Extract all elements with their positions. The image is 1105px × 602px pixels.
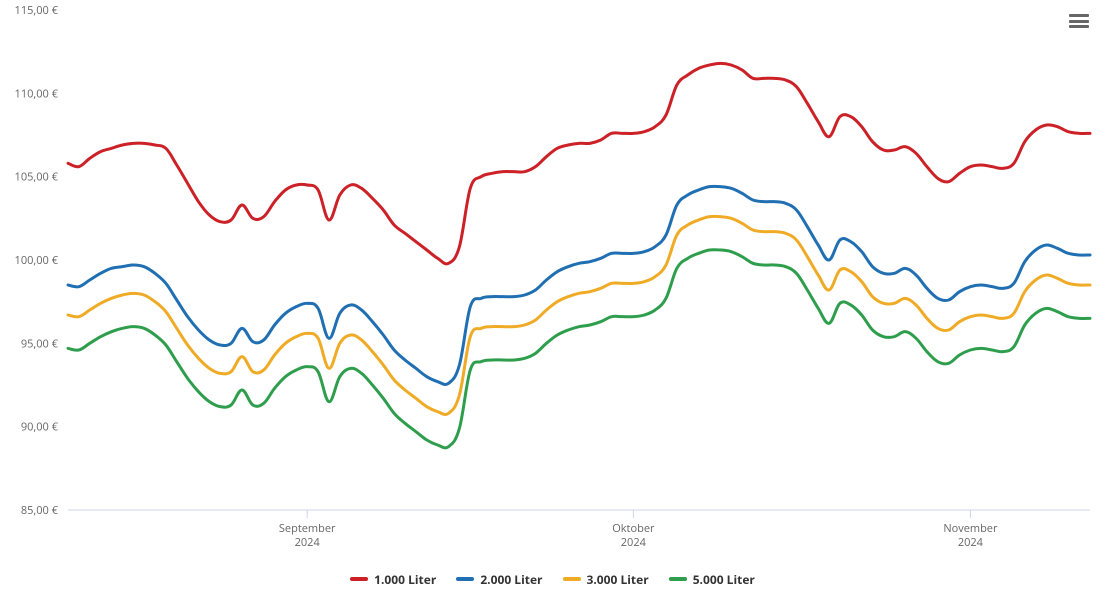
legend-item-2-000-liter[interactable]: 2.000 Liter bbox=[456, 571, 542, 588]
series-line-1-000-liter bbox=[68, 63, 1090, 264]
y-tick-label: 105,00 € bbox=[15, 170, 59, 185]
y-tick-label: 95,00 € bbox=[21, 336, 59, 351]
y-tick-label: 115,00 € bbox=[15, 3, 59, 18]
legend-swatch bbox=[456, 577, 474, 581]
legend-label: 2.000 Liter bbox=[480, 571, 542, 588]
x-tick-label-month: September bbox=[279, 521, 336, 536]
y-tick-label: 100,00 € bbox=[15, 253, 59, 268]
y-tick-label: 110,00 € bbox=[15, 86, 59, 101]
x-tick-label-year: 2024 bbox=[295, 535, 321, 550]
x-tick-label-year: 2024 bbox=[958, 535, 984, 550]
chart-legend: 1.000 Liter 2.000 Liter 3.000 Liter 5.000 L… bbox=[0, 568, 1105, 588]
series-line-3-000-liter bbox=[68, 216, 1090, 414]
series-line-5-000-liter bbox=[68, 250, 1090, 448]
price-chart: 85,00 € 90,00 € 95,00 € 100,00 € 105,00 € 110… bbox=[0, 0, 1105, 602]
legend-item-5-000-liter[interactable]: 5.000 Liter bbox=[669, 571, 755, 588]
x-tick-label-month: Oktober bbox=[612, 521, 655, 536]
chart-svg: 85,00 € 90,00 € 95,00 € 100,00 € 105,00 € 110… bbox=[0, 0, 1105, 602]
legend-label: 3.000 Liter bbox=[587, 571, 649, 588]
legend-label: 1.000 Liter bbox=[374, 571, 436, 588]
legend-swatch bbox=[669, 577, 687, 581]
legend-swatch bbox=[350, 577, 368, 581]
x-tick-label-month: November bbox=[943, 521, 998, 536]
legend-swatch bbox=[563, 577, 581, 581]
legend-item-1-000-liter[interactable]: 1.000 Liter bbox=[350, 571, 436, 588]
legend-label: 5.000 Liter bbox=[693, 571, 755, 588]
y-tick-label: 85,00 € bbox=[21, 503, 59, 518]
x-tick-label-year: 2024 bbox=[621, 535, 647, 550]
series-line-2-000-liter bbox=[68, 186, 1090, 384]
chart-menu-button[interactable] bbox=[1067, 10, 1091, 32]
legend-item-3-000-liter[interactable]: 3.000 Liter bbox=[563, 571, 649, 588]
y-tick-label: 90,00 € bbox=[21, 420, 59, 435]
